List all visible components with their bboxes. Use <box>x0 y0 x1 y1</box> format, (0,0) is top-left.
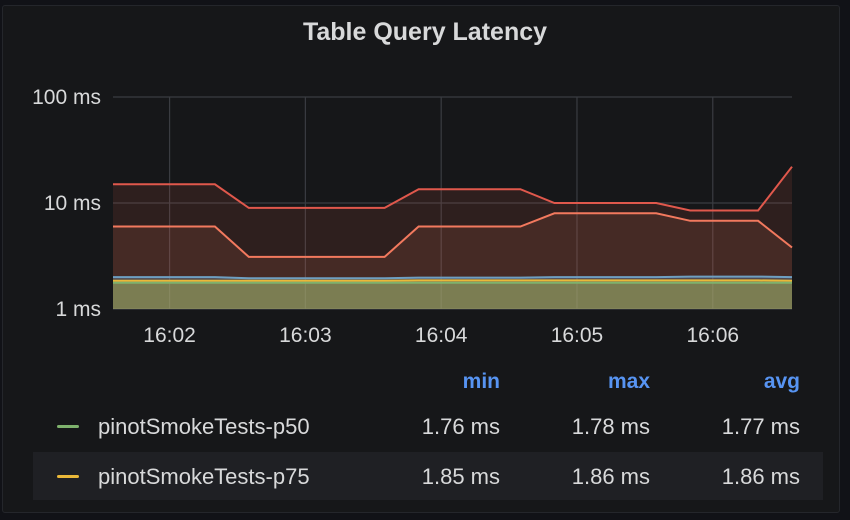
x-axis-ticks: 16:02 16:03 16:04 16:05 16:06 <box>143 324 739 347</box>
x-tick-label: 16:02 <box>143 324 196 347</box>
series-area-0 <box>113 166 792 309</box>
panel <box>2 5 840 513</box>
y-tick-label: 100 ms <box>32 86 101 109</box>
y-axis-ticks: 100 ms 10 ms 1 ms <box>32 86 101 321</box>
chart-title[interactable]: Table Query Latency <box>302 18 548 46</box>
y-tick-label: 10 ms <box>44 192 101 215</box>
series-lines <box>113 166 793 284</box>
x-tick-label: 16:03 <box>279 324 332 347</box>
series-areas <box>113 166 792 309</box>
series-area-2 <box>113 276 792 309</box>
series-area-4 <box>113 282 792 309</box>
series-line-2[interactable] <box>113 275 793 280</box>
series-line-0[interactable] <box>113 166 793 212</box>
series-area-3 <box>113 280 792 309</box>
x-tick-label: 16:04 <box>415 324 468 347</box>
x-tick-label: 16:06 <box>687 324 740 347</box>
series-line-1[interactable] <box>113 212 793 258</box>
x-tick-label: 16:05 <box>551 324 604 347</box>
series-area-1 <box>113 213 792 309</box>
y-tick-label: 1 ms <box>55 298 101 321</box>
